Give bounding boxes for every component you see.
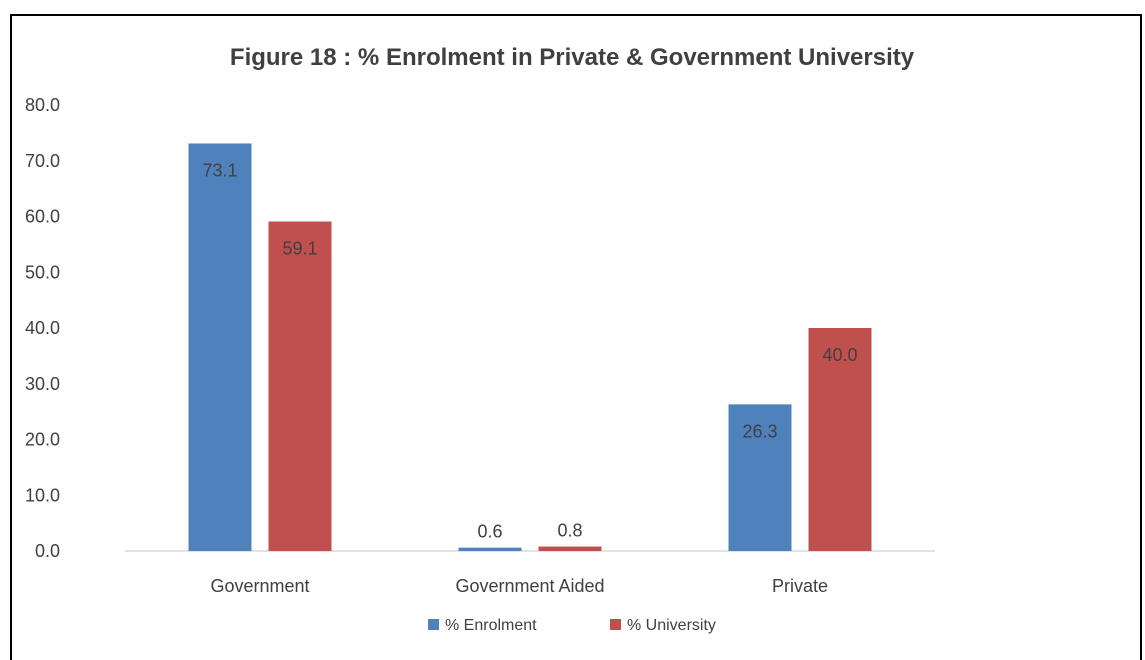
y-tick-label: 40.0	[25, 318, 60, 338]
x-category-label: Government Aided	[455, 576, 604, 596]
y-axis: 0.0 10.0 20.0 30.0 40.0 50.0 60.0 70.0 80.0	[25, 95, 60, 561]
data-label: 40.0	[822, 345, 857, 365]
x-category-label: Private	[772, 576, 828, 596]
y-tick-label: 10.0	[25, 485, 60, 505]
chart-title: Figure 18 : % Enrolment in Private & Gov…	[230, 44, 915, 71]
bar-university	[538, 546, 602, 551]
x-category-label: Government	[210, 576, 309, 596]
data-label: 0.6	[477, 522, 502, 542]
y-tick-label: 0.0	[35, 541, 60, 561]
data-label: 73.1	[202, 160, 237, 180]
data-label: 59.1	[282, 239, 317, 259]
bar-enrolment	[188, 143, 252, 551]
bar-university	[808, 328, 872, 551]
legend-swatch	[610, 619, 621, 630]
y-tick-label: 20.0	[25, 430, 60, 450]
bar-university	[268, 221, 332, 551]
y-tick-label: 50.0	[25, 262, 60, 282]
y-tick-label: 30.0	[25, 374, 60, 394]
bar-enrolment	[728, 404, 792, 551]
y-tick-label: 60.0	[25, 207, 60, 227]
legend: % Enrolment % University	[428, 617, 716, 634]
legend-label: % University	[627, 617, 716, 634]
y-tick-label: 80.0	[25, 95, 60, 115]
bar-enrolment	[458, 547, 522, 551]
bars: 73.1 59.1 0.6 0.8 26.3 40.0	[188, 143, 872, 551]
data-label: 0.8	[557, 521, 582, 541]
legend-swatch	[428, 619, 439, 630]
data-label: 26.3	[742, 421, 777, 441]
y-tick-label: 70.0	[25, 151, 60, 171]
legend-label: % Enrolment	[445, 617, 537, 634]
x-axis: Government Government Aided Private	[210, 576, 828, 596]
